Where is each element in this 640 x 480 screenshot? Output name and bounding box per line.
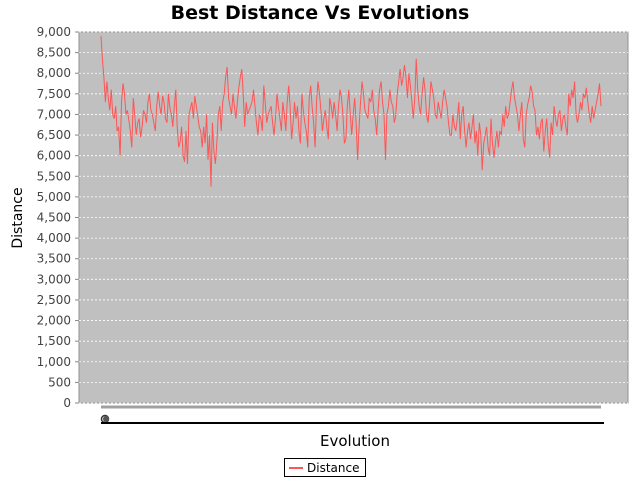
legend-swatch: [289, 466, 303, 469]
chart-title: Best Distance Vs Evolutions: [170, 2, 470, 24]
y-tick-label: 4,000: [37, 231, 71, 245]
y-tick-label: 9,000: [37, 25, 71, 39]
y-tick-label: 0: [63, 396, 71, 410]
y-tick-label: 6,000: [37, 149, 71, 163]
legend-label-distance: Distance: [307, 460, 360, 475]
x-axis-label: Evolution: [320, 432, 390, 450]
y-tick-label: 5,500: [37, 169, 71, 183]
legend: Distance: [284, 458, 367, 477]
y-tick-label: 7,500: [37, 87, 71, 101]
y-tick-label: 1,000: [37, 355, 71, 369]
y-tick-label: 8,000: [37, 66, 71, 80]
y-tick-label: 500: [48, 375, 71, 389]
x-tick-marker: [103, 416, 109, 422]
y-tick-label: 5,000: [37, 190, 71, 204]
x-axis: [100, 405, 604, 424]
y-tick-label: 7,000: [37, 107, 71, 121]
y-tick-label: 4,500: [37, 211, 71, 225]
series-line-distance: [100, 36, 602, 187]
y-tick-label: 3,500: [37, 252, 71, 266]
y-tick-label: 2,500: [37, 293, 71, 307]
y-tick-label: 6,500: [37, 128, 71, 142]
y-axis: 0 500 1,000 1,500 2,000 2,500 3,000 3,500 4,000 4…: [37, 25, 79, 410]
y-axis-label: Distance: [10, 187, 26, 249]
plot-area: [78, 31, 629, 404]
y-tick-label: 8,500: [37, 46, 71, 60]
y-tick-label: 2,000: [37, 314, 71, 328]
y-tick-label: 3,000: [37, 272, 71, 286]
y-tick-label: 1,500: [37, 334, 71, 348]
